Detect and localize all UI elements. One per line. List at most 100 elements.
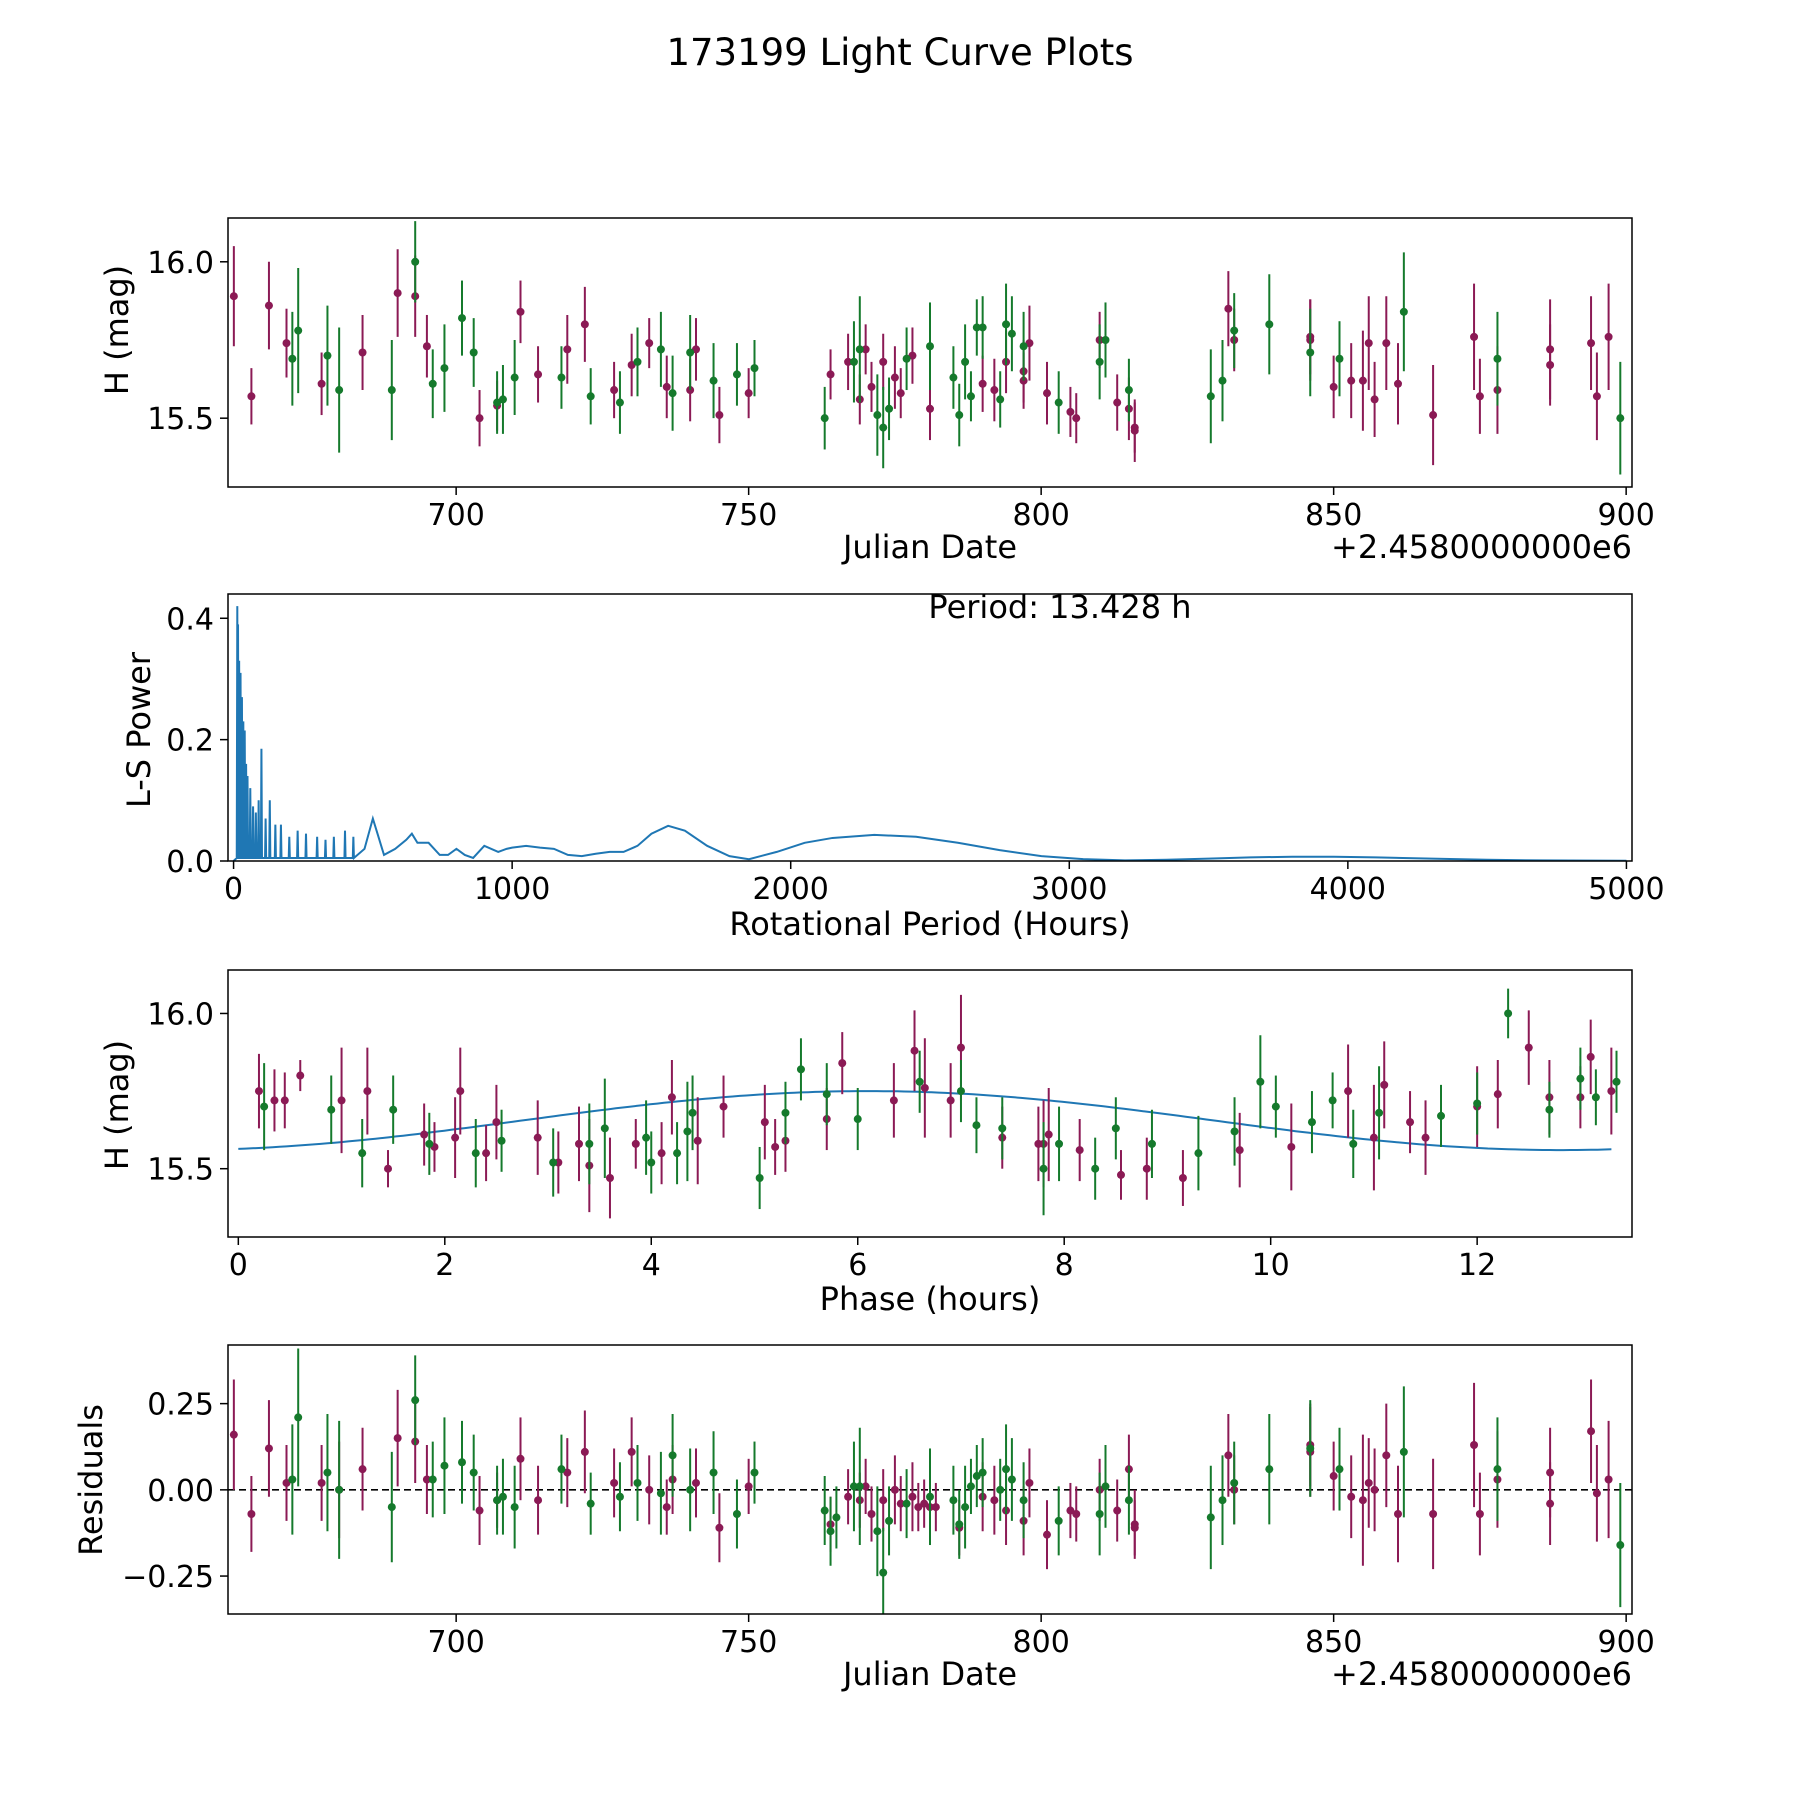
phased-point-magenta-9 xyxy=(451,1133,460,1142)
phased-point-magenta-7 xyxy=(420,1130,429,1139)
lightcurve-point-green-9 xyxy=(469,348,478,357)
phased-point-magenta-18 xyxy=(631,1139,640,1148)
phased-axes-frame xyxy=(227,969,1633,1238)
phased-point-magenta-20 xyxy=(667,1093,676,1102)
lightcurve-point-magenta-28 xyxy=(879,357,888,366)
lightcurve-point-green-24 xyxy=(849,357,858,366)
residuals-point-green-37 xyxy=(972,1472,981,1481)
residuals-point-magenta-51 xyxy=(1224,1451,1233,1460)
lightcurve-point-magenta-40 xyxy=(1066,407,1075,416)
phased-xtick-label-2: 4 xyxy=(642,1248,661,1283)
lightcurve-point-magenta-14 xyxy=(580,320,589,329)
residuals-point-green-41 xyxy=(1007,1475,1016,1484)
phased-point-green-37 xyxy=(1437,1111,1446,1120)
residuals-point-magenta-57 xyxy=(1358,1496,1367,1505)
lightcurve-point-green-29 xyxy=(902,354,911,363)
lightcurve-point-green-33 xyxy=(961,357,970,366)
residuals-point-green-1 xyxy=(294,1413,303,1422)
periodogram-xtick-label-0: 0 xyxy=(224,872,243,907)
residuals-ytick-label-0: −0.25 xyxy=(122,1560,214,1595)
residuals-point-magenta-12 xyxy=(516,1454,525,1463)
residuals-xtick-label-0: 700 xyxy=(428,1625,485,1660)
phased-point-magenta-23 xyxy=(760,1118,769,1127)
phased-point-green-3 xyxy=(389,1105,398,1114)
phased-point-green-5 xyxy=(471,1149,480,1158)
residuals-point-green-32 xyxy=(926,1492,934,1501)
residuals-point-green-48 xyxy=(1218,1496,1227,1505)
phased-point-magenta-22 xyxy=(719,1102,728,1111)
lightcurve-point-green-3 xyxy=(335,386,344,395)
residuals-point-green-13 xyxy=(557,1465,566,1474)
phased-point-magenta-3 xyxy=(296,1071,305,1080)
residuals-point-green-31 xyxy=(902,1499,911,1508)
lightcurve-offset-label: +2.4580000000e6 xyxy=(1331,528,1632,566)
residuals-point-magenta-50 xyxy=(1130,1523,1139,1532)
residuals-point-magenta-7 xyxy=(393,1434,402,1443)
phased-ylabel: H (mag) xyxy=(98,1040,136,1170)
residuals-xtick-label-3: 850 xyxy=(1305,1625,1362,1660)
phased-point-magenta-31 xyxy=(946,1096,955,1105)
lightcurve-point-green-15 xyxy=(615,398,624,407)
lightcurve-point-magenta-58 xyxy=(1429,411,1438,420)
phased-point-green-32 xyxy=(1271,1102,1280,1111)
residuals-point-magenta-32 xyxy=(908,1492,917,1501)
residuals-point-magenta-36 xyxy=(931,1503,940,1512)
lightcurve-point-green-20 xyxy=(709,376,718,385)
residuals-point-magenta-17 xyxy=(627,1447,636,1456)
lightcurve-point-magenta-26 xyxy=(861,345,870,354)
lightcurve-point-green-18 xyxy=(668,389,677,398)
residuals-point-green-3 xyxy=(335,1485,344,1494)
phased-point-green-28 xyxy=(1147,1139,1156,1148)
phased-xtick-label-3: 6 xyxy=(848,1248,867,1283)
phased-point-green-8 xyxy=(585,1139,594,1148)
residuals-point-green-9 xyxy=(469,1468,478,1477)
phased-point-green-19 xyxy=(853,1115,862,1124)
residuals-point-green-10 xyxy=(493,1496,502,1505)
residuals-point-green-40 xyxy=(1002,1465,1011,1474)
phased-point-magenta-54 xyxy=(1607,1087,1616,1096)
lightcurve-point-green-45 xyxy=(1206,392,1215,401)
lightcurve-point-green-42 xyxy=(1095,357,1104,366)
residuals-point-green-2 xyxy=(323,1468,332,1477)
panel-lightcurve: 700 750 800 850 900 15.5 16.0 Julian Date H (m… xyxy=(98,217,1655,566)
phased-point-magenta-44 xyxy=(1369,1133,1378,1142)
phased-point-magenta-2 xyxy=(280,1096,289,1105)
residuals-point-green-4 xyxy=(387,1503,396,1512)
lightcurve-point-green-4 xyxy=(387,386,396,395)
residuals-point-magenta-14 xyxy=(563,1468,572,1477)
phased-point-green-13 xyxy=(683,1127,692,1136)
phased-point-magenta-21 xyxy=(693,1136,702,1145)
residuals-point-magenta-60 xyxy=(1382,1451,1391,1460)
residuals-point-green-19 xyxy=(686,1485,695,1494)
residuals-xtick-label-2: 800 xyxy=(1013,1625,1070,1660)
phased-point-green-1 xyxy=(327,1105,336,1114)
phased-series-magenta xyxy=(254,994,1616,1219)
residuals-ytick-label-1: 0.00 xyxy=(147,1474,214,1509)
lightcurve-point-green-32 xyxy=(955,411,964,420)
phased-point-magenta-0 xyxy=(254,1087,263,1096)
phased-point-green-21 xyxy=(956,1087,965,1096)
phased-point-green-14 xyxy=(688,1108,697,1117)
phased-point-green-4 xyxy=(425,1139,434,1148)
lightcurve-point-magenta-3 xyxy=(282,339,291,348)
lightcurve-point-magenta-34 xyxy=(990,386,999,395)
lightcurve-point-magenta-18 xyxy=(662,382,671,391)
phased-point-green-25 xyxy=(1055,1139,1064,1148)
lightcurve-point-magenta-16 xyxy=(627,361,636,370)
residuals-point-magenta-30 xyxy=(890,1485,899,1494)
phased-point-magenta-13 xyxy=(533,1133,542,1142)
residuals-data-layer xyxy=(228,1348,1632,1614)
residuals-point-magenta-61 xyxy=(1394,1509,1402,1518)
phased-point-green-17 xyxy=(796,1065,805,1074)
phased-point-magenta-43 xyxy=(1344,1087,1353,1096)
phased-point-green-11 xyxy=(647,1158,656,1167)
lightcurve-point-green-21 xyxy=(732,370,741,379)
phased-point-magenta-1 xyxy=(270,1096,279,1105)
residuals-point-magenta-6 xyxy=(358,1465,367,1474)
lightcurve-point-green-46 xyxy=(1218,376,1227,385)
residuals-point-green-51 xyxy=(1306,1444,1315,1453)
phased-ytick-label-1: 16.0 xyxy=(147,997,214,1032)
lightcurve-point-green-27 xyxy=(879,423,888,432)
phased-series-green xyxy=(260,988,1621,1216)
